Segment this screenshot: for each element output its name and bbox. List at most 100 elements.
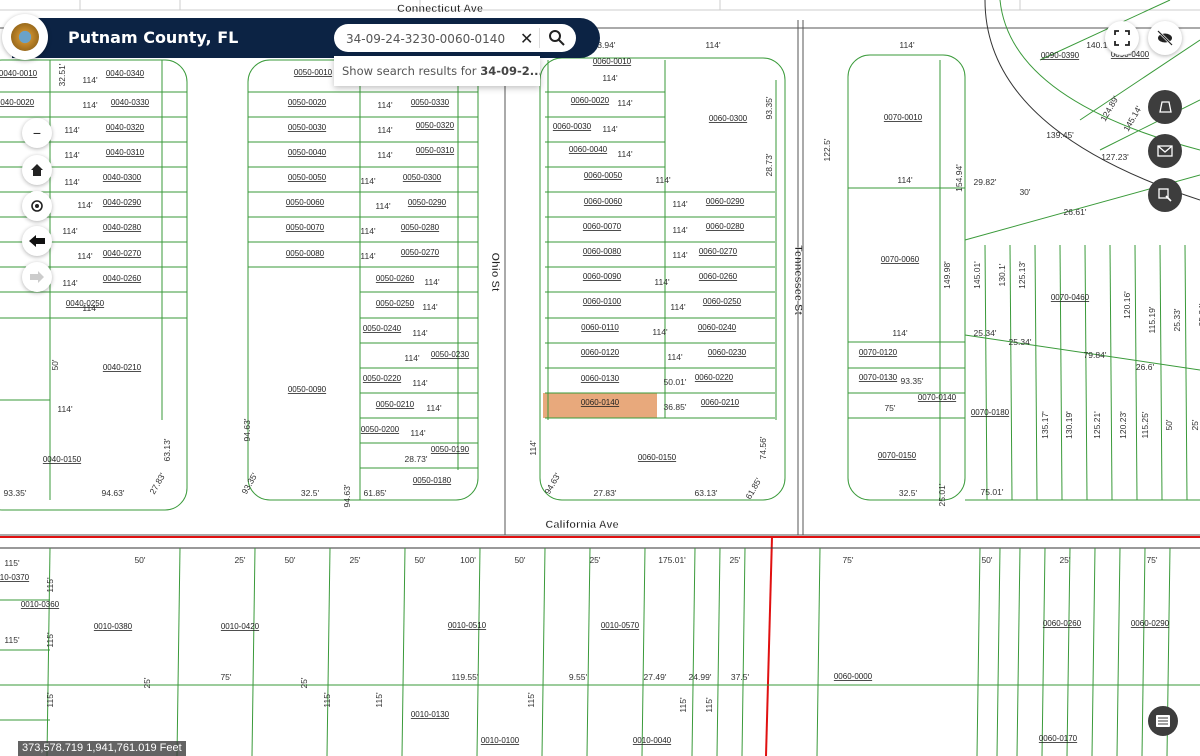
suggestion-query: 34-09-2... — [480, 64, 540, 78]
parcel-id-label: 0060-0290 — [1131, 619, 1170, 628]
county-seal-logo[interactable] — [2, 14, 48, 60]
forward-button[interactable] — [22, 262, 52, 292]
home-button[interactable] — [22, 155, 52, 185]
dimension-label: 50.01' — [664, 377, 687, 387]
hide-layer-icon — [1157, 30, 1173, 46]
parcel-id-label: 0070-0120 — [859, 348, 898, 357]
dimension-label: 115' — [45, 577, 55, 593]
dimension-label: 25' — [1059, 555, 1070, 565]
hide-layer-button[interactable] — [1148, 21, 1182, 55]
dimension-label: 50' — [514, 555, 525, 565]
dimension-label: 50' — [134, 555, 145, 565]
parcel-line — [1039, 0, 1171, 61]
dimension-label: 145.01' — [972, 261, 982, 289]
dimension-label: 100' — [460, 555, 476, 565]
parcel-line — [1059, 244, 1063, 501]
parcel-line — [1041, 547, 1046, 756]
dimension-label: 114' — [77, 200, 93, 210]
identify-button[interactable] — [1148, 178, 1182, 212]
dimension-label: 75' — [1146, 555, 1157, 565]
dimension-label: 114' — [652, 327, 668, 337]
search-suggestion[interactable]: Show search results for 34-09-2... — [334, 56, 540, 86]
dimension-label: 114' — [892, 328, 908, 338]
parcel-line — [691, 547, 696, 756]
dimension-label: 9.55' — [569, 672, 588, 682]
parcel-id-label: 0050-0250 — [376, 299, 415, 308]
parcel-line — [1109, 244, 1113, 501]
parcel-id-label: 0060-0150 — [638, 453, 677, 462]
dimension-label: 93.35' — [4, 488, 27, 498]
dimension-label: 114' — [672, 199, 688, 209]
clear-search-icon[interactable]: ✕ — [520, 31, 534, 48]
parcel-id-label: 0060-0000 — [834, 672, 873, 681]
dimension-label: 50' — [414, 555, 425, 565]
parcel-id-label: 0040-0280 — [103, 223, 142, 232]
parcel-id-label: 0070-0060 — [881, 255, 920, 264]
fullscreen-icon — [1114, 30, 1130, 46]
dimension-label: 114' — [672, 225, 688, 235]
parcel-id-label: 0050-0070 — [286, 223, 325, 232]
dimension-label: 119.55' — [452, 672, 479, 682]
dimension-label: 93.35' — [764, 96, 774, 119]
parcel-id-label: 0050-0090 — [288, 385, 327, 394]
back-button[interactable] — [22, 226, 52, 256]
parcel-id-label: 0040-0290 — [103, 198, 142, 207]
locate-button[interactable] — [22, 191, 52, 221]
parcel-id-label: 0040-0250 — [66, 299, 105, 308]
dimension-label: 94.63' — [242, 418, 252, 441]
fullscreen-button[interactable] — [1105, 21, 1139, 55]
boundary-line — [765, 536, 773, 756]
parcel-select-button[interactable] — [1148, 90, 1182, 124]
legend-button[interactable] — [1148, 706, 1178, 736]
dimension-label: 75' — [842, 555, 853, 565]
dimension-label: 114' — [410, 428, 426, 438]
parcel-line — [964, 334, 1200, 371]
street-label: Ohio St — [489, 252, 501, 291]
dimension-label: 27.83' — [147, 471, 167, 496]
dimension-label: 122.5' — [822, 138, 832, 161]
mail-button[interactable] — [1148, 134, 1182, 168]
dimension-label: 24.99' — [689, 672, 712, 682]
parcel-id-label: 0070-0180 — [971, 408, 1010, 417]
parcel-line — [1084, 244, 1088, 501]
zoom-out-button[interactable]: − — [22, 118, 52, 148]
street-label: Connecticut Ave — [397, 3, 483, 15]
parcel-line — [1009, 244, 1013, 501]
dimension-label: 114' — [672, 250, 688, 260]
dimension-label: 114' — [62, 278, 78, 288]
dimension-label: 115' — [374, 692, 384, 708]
dimension-label: 74.56' — [758, 436, 768, 459]
search-input[interactable] — [344, 24, 520, 54]
search-divider — [539, 28, 540, 48]
parcel-line — [1079, 39, 1200, 121]
parcel-line — [1034, 244, 1038, 501]
dimension-label: 114' — [412, 328, 428, 338]
parcel-line — [716, 547, 721, 756]
parcel-line — [996, 547, 1001, 756]
dimension-label: 114' — [377, 150, 393, 160]
dimension-label: 114' — [412, 378, 428, 388]
parcel-block — [539, 57, 786, 501]
dimension-label: 114' — [655, 175, 671, 185]
parcel-id-label: 0060-0270 — [699, 247, 738, 256]
dimension-label: 114' — [360, 176, 376, 186]
dimension-label: 130.19' — [1064, 411, 1074, 439]
parcel-id-label: 0060-0110 — [581, 323, 619, 332]
dimension-label: 114' — [602, 124, 618, 134]
dimension-label: 93.94' — [593, 40, 616, 50]
parcel-id-label: 0060-0020 — [571, 96, 610, 105]
parcel-id-label: 0070-0130 — [859, 373, 898, 382]
dimension-label: 114' — [64, 125, 80, 135]
dimension-label: 25' — [1190, 419, 1200, 430]
parcel-line — [176, 547, 181, 756]
back-arrow-icon — [29, 235, 45, 247]
parcel-id-label: 0050-0180 — [413, 476, 452, 485]
dimension-label: 27.83' — [594, 488, 617, 498]
search-button[interactable] — [547, 28, 569, 48]
dimension-label: 25.33' — [1172, 308, 1182, 331]
dimension-label: 61.85' — [364, 488, 387, 498]
parcel-line — [1016, 547, 1021, 756]
dimension-label: 94.63' — [542, 471, 562, 496]
dimension-label: 26.61' — [1064, 207, 1087, 217]
